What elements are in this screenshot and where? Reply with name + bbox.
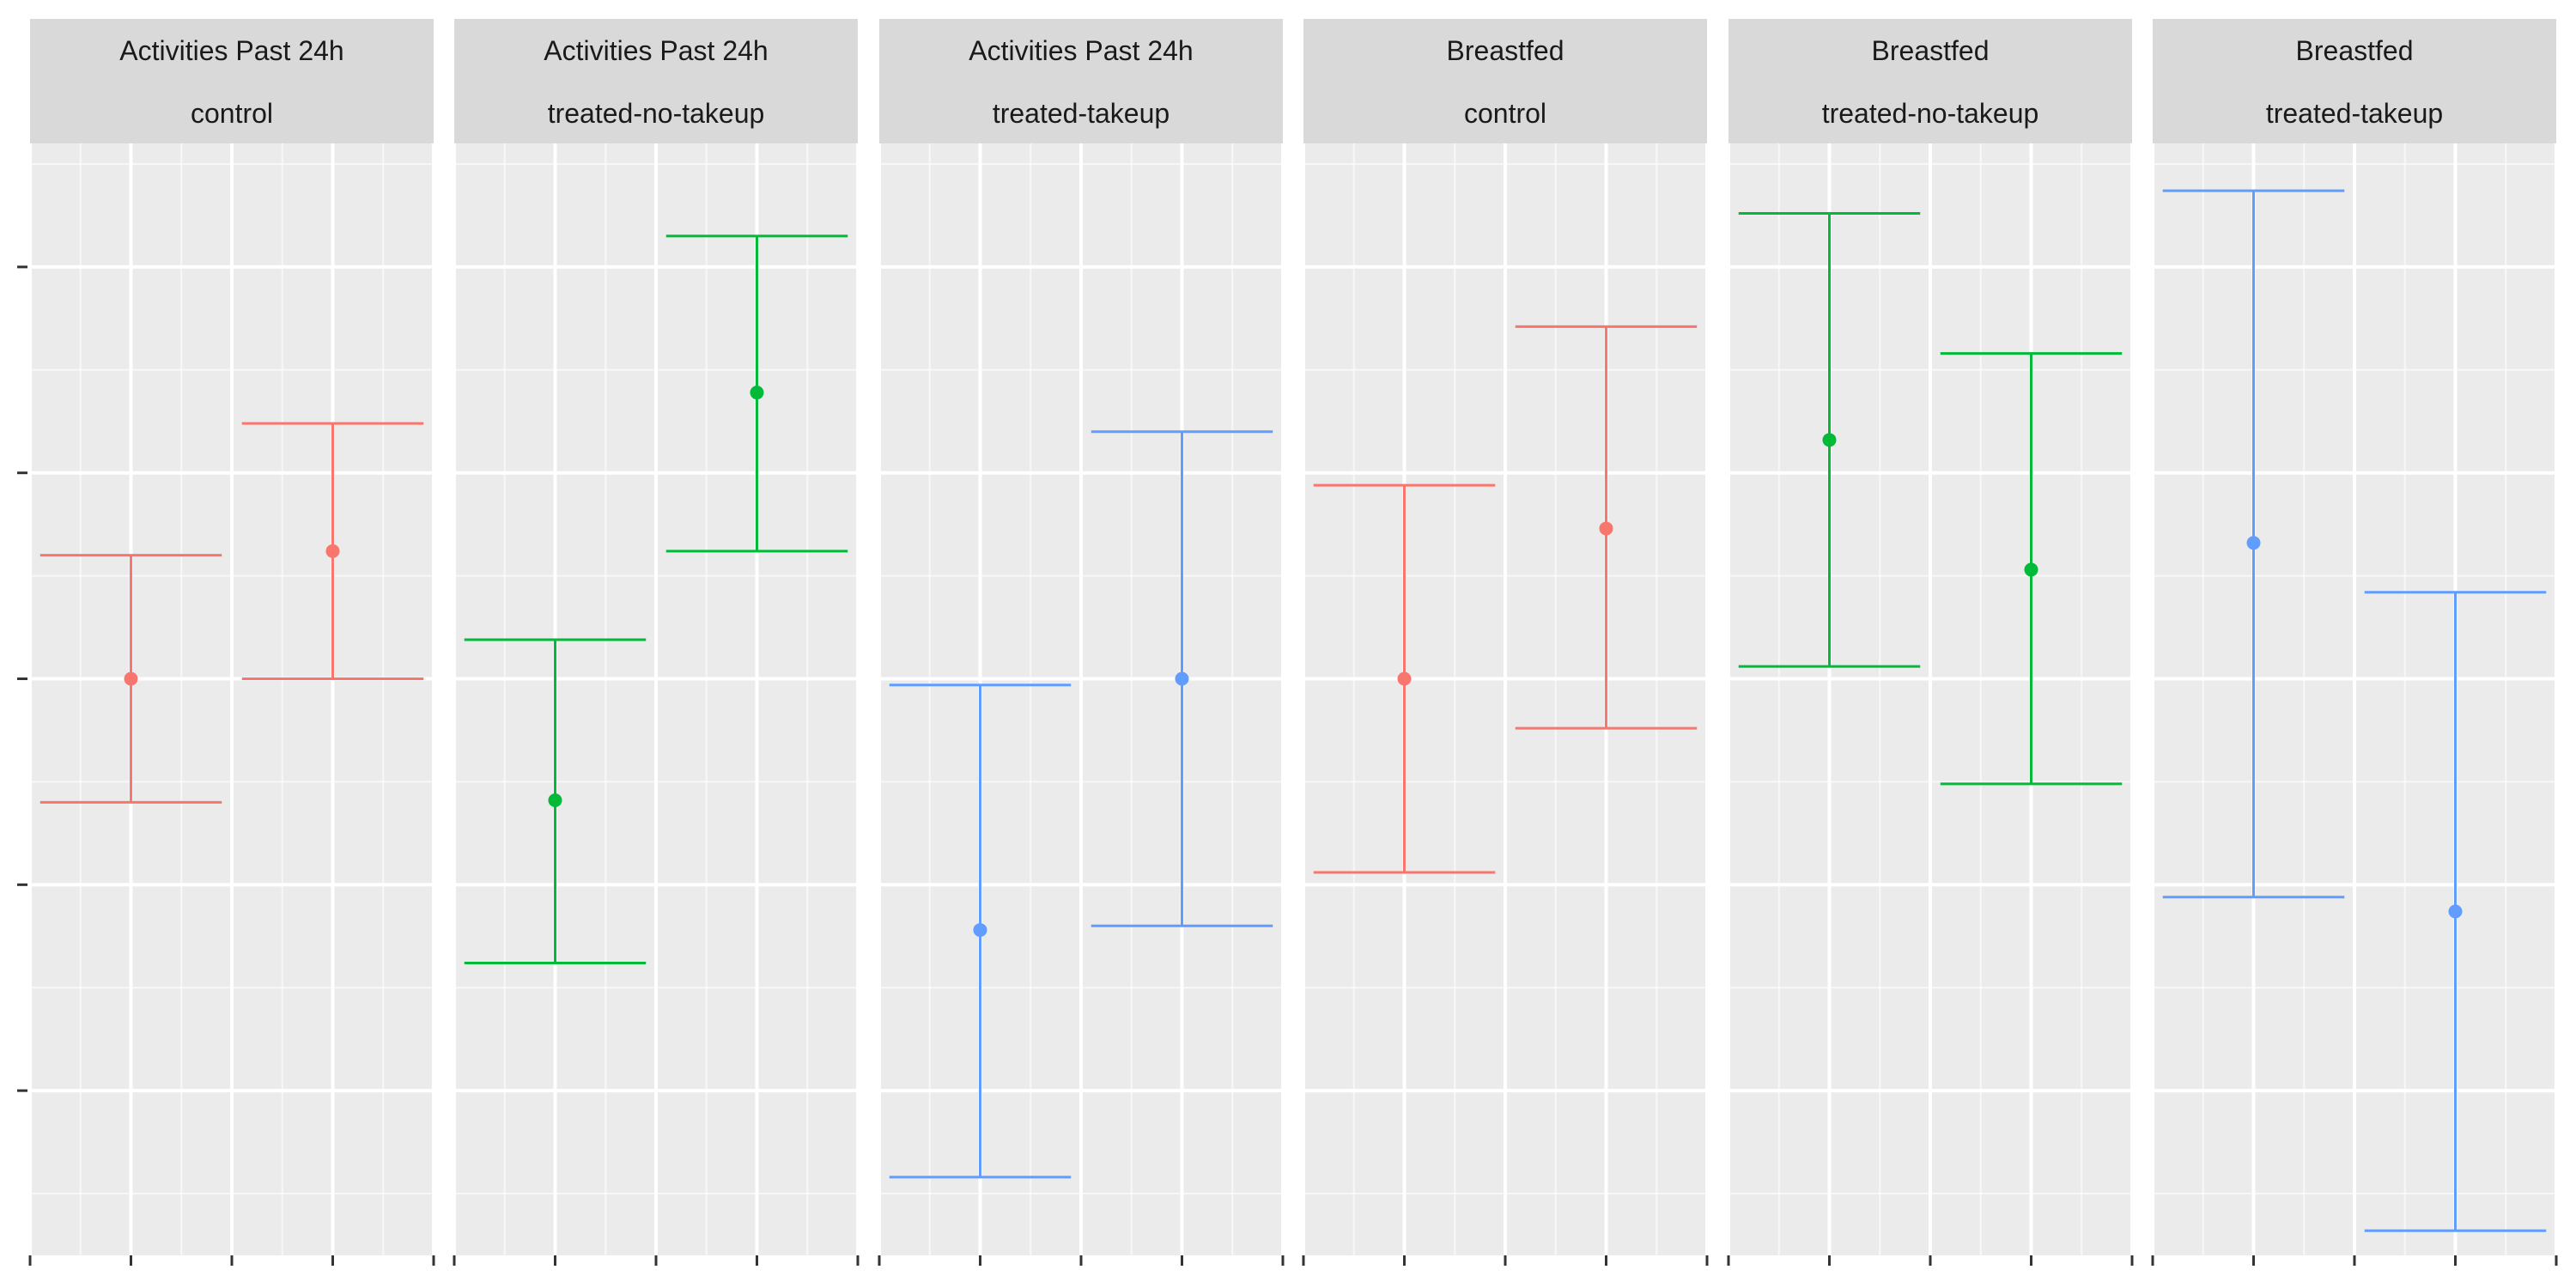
error-bar (39, 554, 222, 804)
data-point (124, 671, 138, 686)
facet-panel: Breastfed treated-takeup (2151, 19, 2558, 1266)
data-point (2448, 904, 2463, 919)
data-point (548, 793, 562, 808)
facet-title-line2: treated-no-takeup (1822, 98, 2039, 129)
error-bar (665, 234, 848, 553)
facet-title-line2: treated-no-takeup (548, 98, 765, 129)
facet-strip (2153, 19, 2556, 143)
error-bar (1515, 325, 1698, 730)
facet-title-line1: Activities Past 24h (119, 35, 343, 66)
data-point (750, 386, 764, 400)
data-point (325, 544, 340, 558)
facet-title-line1: Breastfed (1447, 35, 1564, 66)
facet-title-line2: control (1464, 98, 1546, 129)
facet-strip (454, 19, 858, 143)
facet-title-line2: control (191, 98, 273, 129)
error-bar (1091, 430, 1273, 927)
data-point (1175, 671, 1189, 686)
error-bar (464, 638, 647, 964)
error-bar (241, 422, 424, 681)
facet-strip (879, 19, 1283, 143)
data-point (1397, 671, 1412, 686)
data-point (1599, 521, 1613, 536)
facet-title-line1: Breastfed (1872, 35, 1990, 66)
facet-strip (30, 19, 434, 143)
error-bar (1313, 483, 1496, 874)
y-axis (17, 265, 27, 1092)
facet-title-line1: Activities Past 24h (969, 35, 1193, 66)
facet-panel: Breastfed control (1302, 19, 1709, 1266)
facet-strip (1728, 19, 2132, 143)
facet-title-line2: treated-takeup (993, 98, 1170, 129)
error-bar (889, 683, 1072, 1179)
facet-title-line2: treated-takeup (2266, 98, 2443, 129)
error-bar (2364, 591, 2547, 1232)
facet-strip (1303, 19, 1707, 143)
facet-panel: Activities Past 24h treated-takeup (878, 19, 1285, 1266)
error-bar (1738, 212, 1921, 668)
facet-panel: Breastfed treated-no-takeup (1727, 19, 2134, 1266)
data-point (2024, 562, 2038, 577)
facet-panel: Activities Past 24h control (28, 19, 435, 1266)
error-bar (2162, 189, 2345, 899)
error-bar (1940, 352, 2123, 786)
facet-panel: Activities Past 24h treated-no-takeup (453, 19, 860, 1266)
data-point (1822, 433, 1837, 447)
data-point (973, 923, 987, 938)
facet-title-line1: Activities Past 24h (544, 35, 768, 66)
data-point (2246, 536, 2261, 550)
facet-title-line1: Breastfed (2296, 35, 2414, 66)
